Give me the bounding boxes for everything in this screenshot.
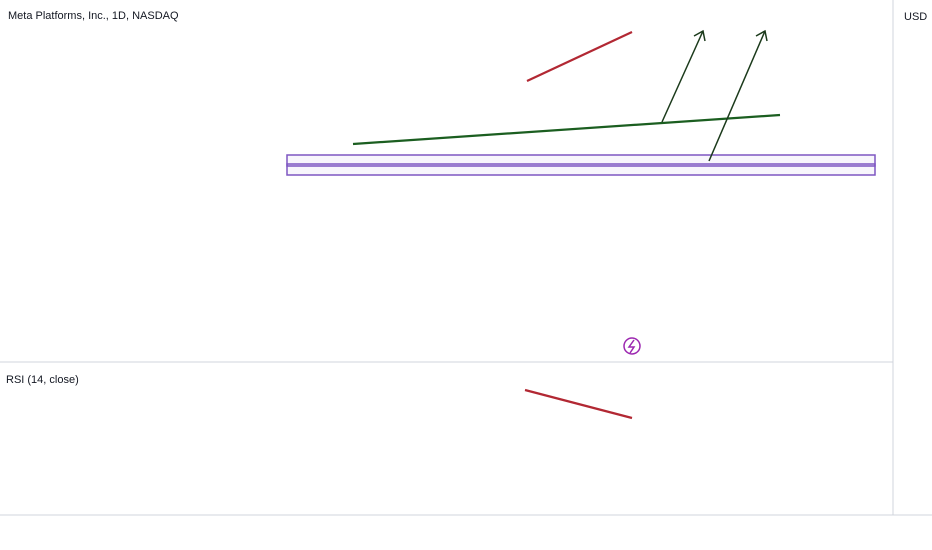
rsi-title: RSI (14, close) <box>6 374 79 386</box>
event-icon[interactable] <box>623 337 641 355</box>
rsi-trend-line <box>524 388 633 420</box>
zone-box <box>286 154 876 167</box>
currency: USD <box>904 11 927 23</box>
event-icon-bolt <box>627 339 636 354</box>
zone-box <box>286 163 876 176</box>
arrow-head <box>755 29 768 42</box>
trend-line <box>526 31 633 82</box>
arrow <box>708 30 766 162</box>
arrow-head <box>693 29 706 42</box>
drawings <box>286 29 876 420</box>
trend-line <box>352 113 781 146</box>
chart-title: Meta Platforms, Inc., 1D, NASDAQ <box>8 10 179 22</box>
arrow <box>661 30 704 123</box>
